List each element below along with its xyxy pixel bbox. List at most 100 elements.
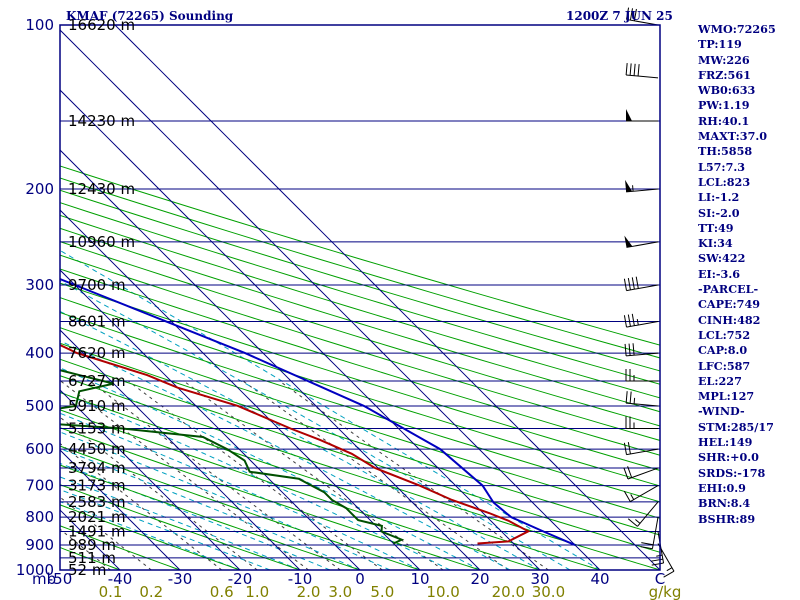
- wind-barb: [623, 466, 659, 480]
- pressure-tick-label: 100: [25, 16, 54, 34]
- index-item: WB0:633: [698, 83, 756, 98]
- barb-flag: [633, 63, 636, 76]
- barb-staff: [627, 467, 659, 480]
- index-item: LI:-1.2: [698, 190, 740, 205]
- height-label: 511 m: [68, 549, 116, 567]
- height-label: 2021 m: [68, 508, 126, 526]
- barb-flag: [631, 277, 635, 290]
- index-item: FRZ:561: [698, 67, 751, 82]
- isotherm-line: [60, 29, 601, 570]
- mixing-ratio-line: [127, 380, 383, 570]
- pressure-tick-label: 200: [25, 180, 54, 198]
- barb-staff: [626, 352, 659, 357]
- wind-barb: [626, 108, 658, 122]
- index-item: MPL:127: [698, 389, 755, 404]
- pressure-tick-label: 800: [25, 508, 54, 526]
- index-item: L57:7.3: [698, 159, 746, 174]
- temperature-tick-label: 20: [470, 570, 489, 588]
- pressure-unit-label: mb: [32, 570, 56, 588]
- moist-adiabat-line: [60, 431, 391, 570]
- wind-barb: [650, 531, 665, 566]
- plot-frame: [59, 24, 661, 571]
- barb-flag: [651, 562, 664, 566]
- pressure-tick-label: 900: [25, 536, 54, 554]
- temperature-trace: [60, 343, 531, 545]
- moist-adiabat-line: [60, 462, 331, 570]
- wind-barb: [624, 343, 659, 357]
- barb-staff: [626, 448, 659, 456]
- index-item: EI:-3.6: [698, 266, 740, 281]
- barb-flag: [623, 467, 629, 480]
- index-item: SW:422: [698, 251, 746, 266]
- barb-staff: [626, 18, 659, 26]
- height-label: 7620 m: [68, 344, 126, 362]
- barb-staff: [626, 241, 659, 248]
- barb-flag: [625, 7, 630, 20]
- barb-flag: [627, 518, 638, 527]
- moist-adiabat-line: [60, 280, 571, 570]
- mixing-ratio-label: 30.0: [532, 583, 565, 600]
- mixing-ratio-label: 0.6: [210, 583, 234, 600]
- height-label: 16620 m: [68, 16, 135, 34]
- pressure-tick-label: 400: [25, 344, 54, 362]
- barb-flag: [628, 343, 631, 356]
- index-item: -PARCEL-: [698, 282, 759, 297]
- mixing-ratio-label: g/kg: [649, 583, 682, 600]
- barb-pennant: [624, 235, 633, 248]
- wind-barb: [623, 485, 659, 503]
- index-item: SRDS:-178: [698, 465, 766, 480]
- barb-flag: [633, 8, 637, 21]
- wind-barb: [625, 7, 659, 26]
- barb-pennant: [625, 179, 633, 192]
- mixing-ratio-label: 20.0: [492, 583, 525, 600]
- temperature-tick-label: 10: [410, 570, 429, 588]
- index-item: WMO:72265: [698, 22, 776, 36]
- moist-adiabat-line: [60, 476, 301, 570]
- wind-barb: [624, 235, 659, 248]
- barb-flag: [625, 391, 628, 404]
- barb-flag: [623, 490, 631, 502]
- temperature-tick-label: 0: [355, 570, 365, 588]
- barb-half-flag: [666, 567, 673, 572]
- barb-staff: [626, 321, 659, 328]
- index-item: TH:5858: [698, 144, 753, 159]
- index-item: SHR:+0.0: [698, 450, 759, 465]
- barb-staff: [626, 74, 659, 79]
- barb-staff: [626, 402, 659, 407]
- barb-flag: [631, 313, 635, 326]
- wind-barb: [625, 63, 659, 79]
- mixing-ratio-line: [60, 380, 309, 570]
- height-label: 9700 m: [68, 276, 126, 294]
- wind-barb: [625, 369, 658, 382]
- index-item: KI:34: [698, 236, 733, 251]
- index-item: RH:40.1: [698, 113, 750, 128]
- barb-flag: [632, 343, 635, 356]
- height-label: 2583 m: [68, 493, 126, 511]
- moist-adiabat-line: [60, 391, 451, 570]
- mixing-ratio-label: 3.0: [328, 583, 352, 600]
- barb-flag: [627, 314, 631, 327]
- wind-barb: [623, 313, 659, 328]
- barb-staff: [630, 485, 659, 503]
- barb-flag: [623, 442, 627, 455]
- barb-half-flag: [632, 185, 634, 192]
- barb-flag: [627, 466, 633, 478]
- mixing-ratio-label: 0.2: [139, 583, 163, 600]
- index-item: LCL:752: [698, 327, 751, 342]
- isobars: [60, 24, 660, 571]
- barb-flag: [641, 542, 654, 546]
- height-label: 5153 m: [68, 419, 126, 437]
- barb-flag: [640, 546, 653, 550]
- temperature-tick-label: -50: [48, 570, 73, 588]
- barb-flag: [637, 64, 640, 77]
- barb-half-flag: [636, 318, 639, 326]
- height-label: 4450 m: [68, 440, 126, 458]
- barb-staff: [626, 284, 659, 292]
- index-item: SI:-2.0: [698, 205, 740, 220]
- height-label: 52 m: [68, 561, 106, 579]
- barb-half-flag: [635, 519, 641, 524]
- moist-adiabat-line: [60, 412, 421, 570]
- barb-flag: [663, 570, 675, 578]
- sounding-datetime: 1200Z 7 JUN 25: [566, 9, 673, 23]
